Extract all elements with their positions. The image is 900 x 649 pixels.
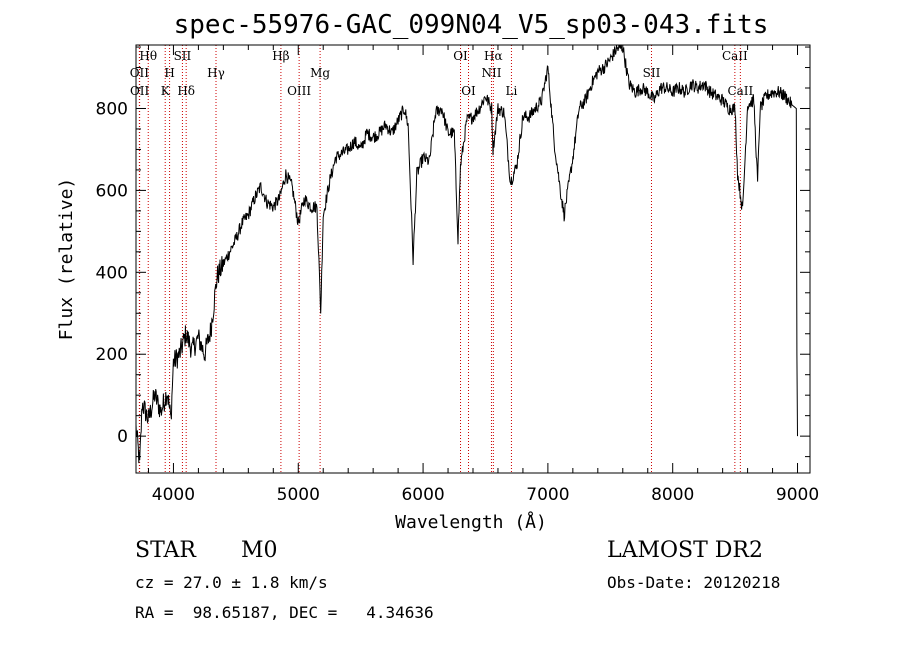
x-tick-label-7000: 7000 xyxy=(526,485,569,505)
line-label-2: OII xyxy=(130,84,150,98)
line-label-6: Hδ xyxy=(177,84,195,98)
line-label-7: Hγ xyxy=(207,66,225,80)
survey-name: LAMOST DR2 xyxy=(607,538,763,563)
y-tick-label-600: 600 xyxy=(96,181,128,201)
y-tick-label-800: 800 xyxy=(96,99,128,119)
x-tick-label-5000: 5000 xyxy=(277,485,320,505)
x-tick-label-4000: 4000 xyxy=(152,485,195,505)
line-label-10: Mg xyxy=(310,66,330,80)
x-tick-label-6000: 6000 xyxy=(401,485,444,505)
x-axis-label: Wavelength (Å) xyxy=(395,511,547,533)
y-tick-label-200: 200 xyxy=(96,345,128,365)
line-label-11: OI xyxy=(453,49,468,63)
line-label-15: Li xyxy=(506,84,518,98)
y-tick-label-400: 400 xyxy=(96,263,128,283)
x-tick-label-9000: 9000 xyxy=(776,485,819,505)
object-subclass: M0 xyxy=(241,538,278,563)
obs-date-text: Obs-Date: 20120218 xyxy=(607,573,781,592)
line-label-4: K xyxy=(161,84,171,98)
spectrum-line xyxy=(135,44,798,464)
plot-frame xyxy=(135,44,811,474)
line-label-17: CaII xyxy=(722,49,748,63)
line-label-14: NII xyxy=(481,66,501,80)
redshift-text: cz = 27.0 ± 1.8 km/s xyxy=(135,573,328,592)
spectrum-series xyxy=(135,44,798,464)
line-label-16: SII xyxy=(643,66,661,80)
object-class: STAR xyxy=(135,538,196,563)
line-label-18: CaII xyxy=(727,84,753,98)
line-label-0: Hθ xyxy=(139,49,157,63)
line-label-13: Hα xyxy=(484,49,503,63)
line-label-8: Hβ xyxy=(272,49,289,63)
axis-ticks: 4000 5000 6000 7000 8000 9000 0 200 400 600 800 xyxy=(96,45,819,505)
spectral-line-markers: HθOIIOIIHKSIIHδHγHβOIIIMgOIOIHαNIILiSIIC… xyxy=(130,45,754,473)
line-label-5: SII xyxy=(174,49,192,63)
y-tick-label-0: 0 xyxy=(117,427,128,447)
chart-title: spec-55976-GAC_099N04_V5_sp03-043.fits xyxy=(174,10,769,40)
x-tick-label-8000: 8000 xyxy=(651,485,694,505)
line-label-9: OIII xyxy=(287,84,311,98)
coordinates-text: RA = 98.65187, DEC = 4.34636 xyxy=(135,603,434,622)
line-label-12: OI xyxy=(461,84,476,98)
y-axis-label: Flux (relative) xyxy=(56,178,77,341)
line-label-3: H xyxy=(164,66,174,80)
